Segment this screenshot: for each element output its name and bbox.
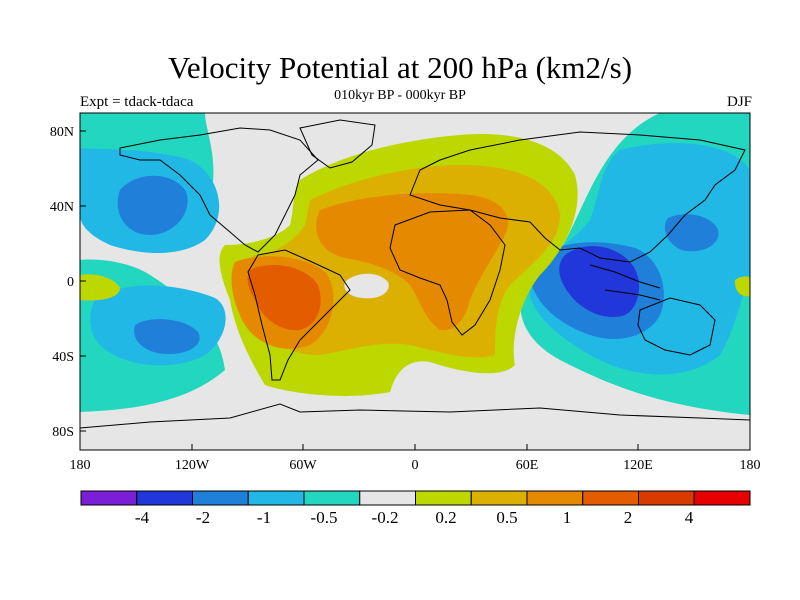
figure-title: Velocity Potential at 200 hPa (km2/s): [167, 50, 633, 85]
pos-strong-region-africa: [316, 193, 509, 331]
neutral-pocket-atlantic: [344, 273, 389, 299]
x-tick-label: 60E: [516, 458, 539, 473]
x-tick-label: 180: [740, 458, 761, 473]
colorbar-label: 4: [685, 508, 694, 527]
coastline-australia: [637, 297, 716, 356]
colorbar-label: -0.2: [372, 508, 399, 527]
y-tick-label: 80N: [50, 125, 74, 140]
colorbar: [80, 490, 751, 506]
coastline-antarctica: [80, 403, 750, 429]
colorbar-label: 0.2: [435, 508, 456, 527]
x-tick-label: 180: [70, 458, 91, 473]
colorbar-box: [638, 490, 695, 506]
axis-tick-marks: [79, 130, 751, 450]
coastline-north-america: [119, 127, 319, 253]
colorbar-box: [693, 490, 751, 506]
colorbar-label: 1: [563, 508, 572, 527]
colorbar-label: -1: [257, 508, 271, 527]
colorbar-box: [192, 490, 249, 506]
experiment-label: Expt = tdack-tdaca: [80, 94, 194, 110]
colorbar-box: [303, 490, 361, 506]
neg-strong-region-north-pacific: [117, 175, 188, 235]
x-tick-label: 60W: [289, 458, 317, 473]
colorbar-box: [136, 490, 193, 506]
coastline-indonesia: [589, 264, 661, 301]
season-label: DJF: [726, 94, 752, 110]
velocity-potential-field: [80, 113, 750, 450]
colorbar-box: [582, 490, 639, 506]
figure-subtitle: 010kyr BP - 000kyr BP: [334, 88, 466, 103]
neg-max-region-maritime-continent: [559, 246, 640, 318]
coastline-south-america: [247, 249, 351, 381]
colorbar-box: [526, 490, 584, 506]
pos-light-region-east-edge: [734, 276, 750, 297]
coastline-europe-asia: [409, 131, 746, 263]
coastlines: [80, 119, 750, 429]
colorbar-box: [80, 490, 138, 506]
colorbar-label: -0.5: [311, 508, 338, 527]
y-tick-label: 0: [67, 275, 74, 290]
colorbar-box: [359, 490, 416, 506]
x-tick-label: 120E: [623, 458, 653, 473]
colorbar-label: 0.5: [496, 508, 517, 527]
colorbar-label: -4: [135, 508, 150, 527]
coastline-greenland: [299, 119, 376, 169]
pos-max-region-south-america: [247, 265, 321, 331]
colorbar-box: [415, 490, 472, 506]
y-tick-label: 80S: [52, 425, 74, 440]
y-tick-label: 40N: [50, 200, 74, 215]
x-tick-label: 0: [412, 458, 419, 473]
colorbar-label: -2: [196, 508, 210, 527]
colorbar-box: [470, 490, 528, 506]
colorbar-box: [247, 490, 305, 506]
colorbar-label: 2: [624, 508, 633, 527]
pos-light-region-west-pacific: [80, 274, 120, 301]
y-tick-label: 40S: [52, 350, 74, 365]
neg-strong-region-south-pacific: [134, 319, 200, 355]
coastline-africa: [389, 209, 506, 336]
x-tick-label: 120W: [175, 458, 210, 473]
